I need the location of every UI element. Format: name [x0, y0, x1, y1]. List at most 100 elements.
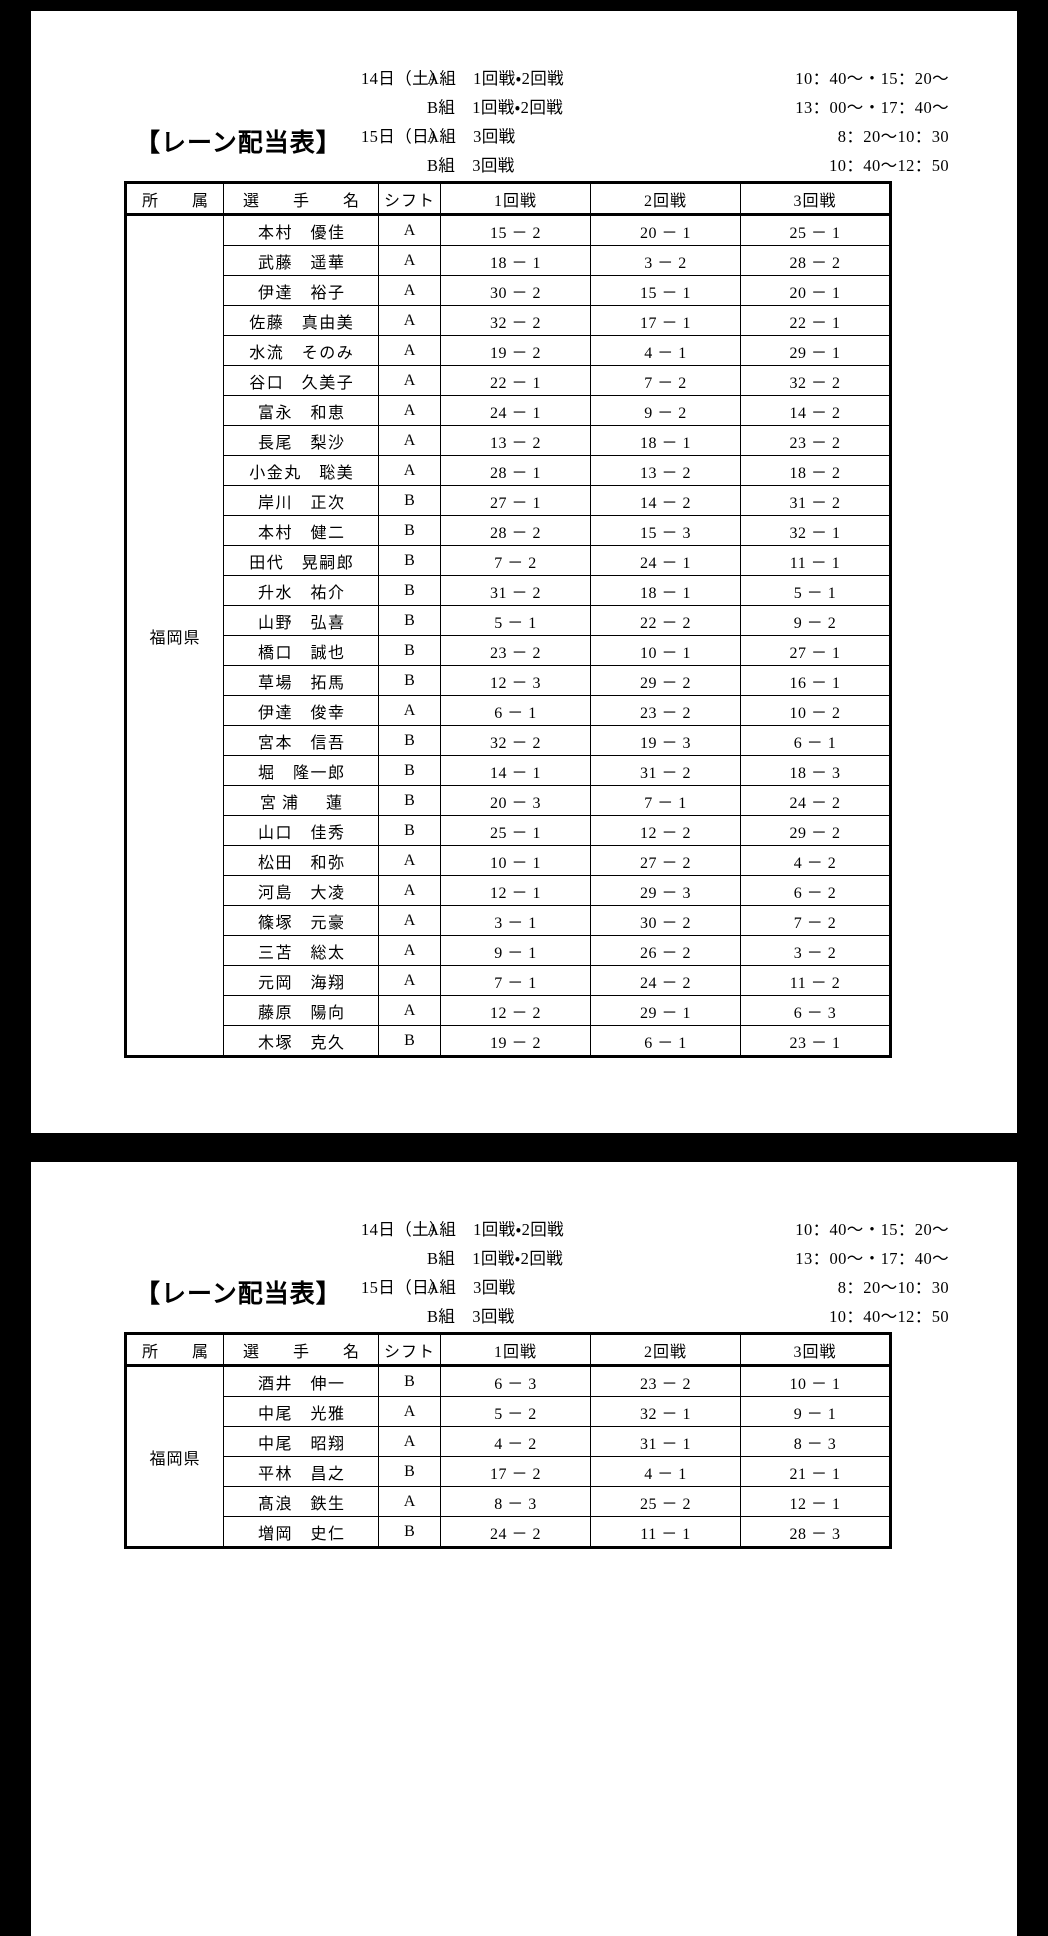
cell-shift: B	[378, 815, 441, 846]
cell-round1: 10 － 1	[440, 845, 591, 876]
cell-round1: 19 － 2	[440, 335, 591, 366]
cell-shift: B	[378, 1456, 441, 1487]
document-page-1: 14日（土） A組 1回戦・2回戦 10：40～・15：20～ B組 1回戦・2…	[31, 11, 1017, 1133]
table-row: 元岡 海翔 A 7 － 1 24 － 2 11 － 2	[126, 965, 891, 996]
schedule-time: 8：20～10：30	[837, 127, 949, 146]
schedule-time: 10：40～・15：20～	[795, 1220, 949, 1239]
schedule-group: A組 3回戦	[427, 1278, 516, 1297]
cell-round3: 6 － 2	[740, 875, 891, 906]
cell-round2: 29 － 3	[590, 875, 741, 906]
schedule-group: B組 3回戦	[427, 156, 515, 175]
cell-round2: 11 － 1	[590, 1516, 741, 1548]
table-header: 所 属 選 手 名 シフト 1回戦 2回戦 3回戦	[125, 182, 891, 216]
cell-round3: 12 － 1	[740, 1486, 891, 1517]
page-2-header: 14日（土） A組 1回戦・2回戦 10：40～・15：20～ B組 1回戦・2…	[31, 1162, 1017, 1332]
cell-round2: 9 － 2	[590, 395, 741, 426]
schedule-row: 14日（土） A組 1回戦・2回戦 10：40～・15：20～	[361, 1216, 961, 1245]
cell-round3: 28 － 2	[740, 245, 891, 276]
cell-round3: 28 － 3	[740, 1516, 891, 1548]
cell-round3: 8 － 3	[740, 1426, 891, 1457]
cell-player-name: 富永 和恵	[223, 395, 379, 426]
cell-round2: 4 － 1	[590, 1456, 741, 1487]
cell-round1: 14 － 1	[440, 755, 591, 786]
schedule-group: B組 3回戦	[427, 1307, 515, 1326]
cell-player-name: 草場 拓馬	[223, 665, 379, 696]
cell-shift: A	[378, 935, 441, 966]
cell-round3: 10 － 1	[740, 1365, 891, 1397]
table-row: 福岡県 本村 優佳 A 15 － 2 20 － 1 25 － 1	[125, 214, 891, 1057]
cell-round1: 20 － 3	[440, 785, 591, 816]
cell-shift: A	[378, 1396, 441, 1427]
cell-round3: 18 － 3	[740, 755, 891, 786]
table-row: 髙浪 鉄生 A 8 － 3 25 － 2 12 － 1	[126, 1486, 891, 1517]
cell-round1: 12 － 2	[440, 995, 591, 1026]
cell-round3: 22 － 1	[740, 305, 891, 336]
cell-shift: A	[378, 905, 441, 936]
cell-round2: 30 － 2	[590, 905, 741, 936]
cell-round3: 7 － 2	[740, 905, 891, 936]
schedule-row: B組 3回戦 10：40～12：50	[361, 152, 961, 181]
cell-shift: B	[378, 1516, 441, 1548]
cell-round1: 15 － 2	[440, 214, 591, 246]
table-row: 伊達 俊幸 A 6 － 1 23 － 2 10 － 2	[126, 695, 891, 726]
cell-round1: 12 － 3	[440, 665, 591, 696]
table-header-row: 所 属 選 手 名 シフト 1回戦 2回戦 3回戦	[125, 182, 891, 216]
cell-player-name: 中尾 昭翔	[223, 1426, 379, 1457]
cell-round3: 21 － 1	[740, 1456, 891, 1487]
cell-round2: 10 － 1	[590, 635, 741, 666]
schedule-day: 15日（日）	[361, 127, 446, 146]
cell-round2: 24 － 1	[590, 545, 741, 576]
cell-round3: 18 － 2	[740, 455, 891, 486]
cell-player-name: 中尾 光雅	[223, 1396, 379, 1427]
cell-player-name: 篠塚 元豪	[223, 905, 379, 936]
table-row: 草場 拓馬 B 12 － 3 29 － 2 16 － 1	[126, 665, 891, 696]
cell-round1: 31 － 2	[440, 575, 591, 606]
cell-player-name: 佐藤 真由美	[223, 305, 379, 336]
schedule-time: 10：40～12：50	[829, 156, 949, 175]
cell-shift: A	[378, 245, 441, 276]
cell-player-name: 木塚 克久	[223, 1025, 379, 1057]
cell-shift: B	[378, 785, 441, 816]
cell-shift: A	[378, 1486, 441, 1517]
cell-shift: B	[378, 1025, 441, 1057]
cell-round1: 8 － 3	[440, 1486, 591, 1517]
schedule-row: 14日（土） A組 1回戦・2回戦 10：40～・15：20～	[361, 65, 961, 94]
cell-round1: 9 － 1	[440, 935, 591, 966]
cell-player-name: 山口 佳秀	[223, 815, 379, 846]
cell-round1: 6 － 1	[440, 695, 591, 726]
cell-player-name: 伊達 裕子	[223, 275, 379, 306]
table-row: 佐藤 真由美 A 32 － 2 17 － 1 22 － 1	[126, 305, 891, 336]
cell-shift: A	[378, 695, 441, 726]
cell-player-name: 田代 晃嗣郎	[223, 545, 379, 576]
cell-round1: 30 － 2	[440, 275, 591, 306]
cell-round2: 4 － 1	[590, 335, 741, 366]
cell-player-name: 本村 健二	[223, 515, 379, 546]
cell-round3: 29 － 2	[740, 815, 891, 846]
lane-assignment-table-2: 所 属 選 手 名 シフト 1回戦 2回戦 3回戦 福岡県 酒井 伸一 B 6 － 3…	[124, 1332, 892, 1549]
cell-round1: 7 － 2	[440, 545, 591, 576]
column-header-affiliation: 所 属	[125, 182, 224, 216]
cell-shift: B	[378, 635, 441, 666]
cell-player-name: 小金丸 聡美	[223, 455, 379, 486]
cell-shift: A	[378, 305, 441, 336]
cell-round3: 32 － 2	[740, 365, 891, 396]
column-header-round2: 2回戦	[590, 182, 741, 216]
table-row: 伊達 裕子 A 30 － 2 15 － 1 20 － 1	[126, 275, 891, 306]
cell-round1: 4 － 2	[440, 1426, 591, 1457]
cell-round2: 7 － 2	[590, 365, 741, 396]
cell-round3: 23 － 2	[740, 425, 891, 456]
cell-round3: 6 － 1	[740, 725, 891, 756]
cell-round1: 28 － 1	[440, 455, 591, 486]
cell-shift: B	[378, 755, 441, 786]
cell-round2: 20 － 1	[590, 214, 741, 246]
cell-player-name: 長尾 梨沙	[223, 425, 379, 456]
table-row: 岸川 正次 B 27 － 1 14 － 2 31 － 2	[126, 485, 891, 516]
cell-round3: 4 － 2	[740, 845, 891, 876]
schedule-row: 15日（日） A組 3回戦 8：20～10：30	[361, 1274, 961, 1303]
